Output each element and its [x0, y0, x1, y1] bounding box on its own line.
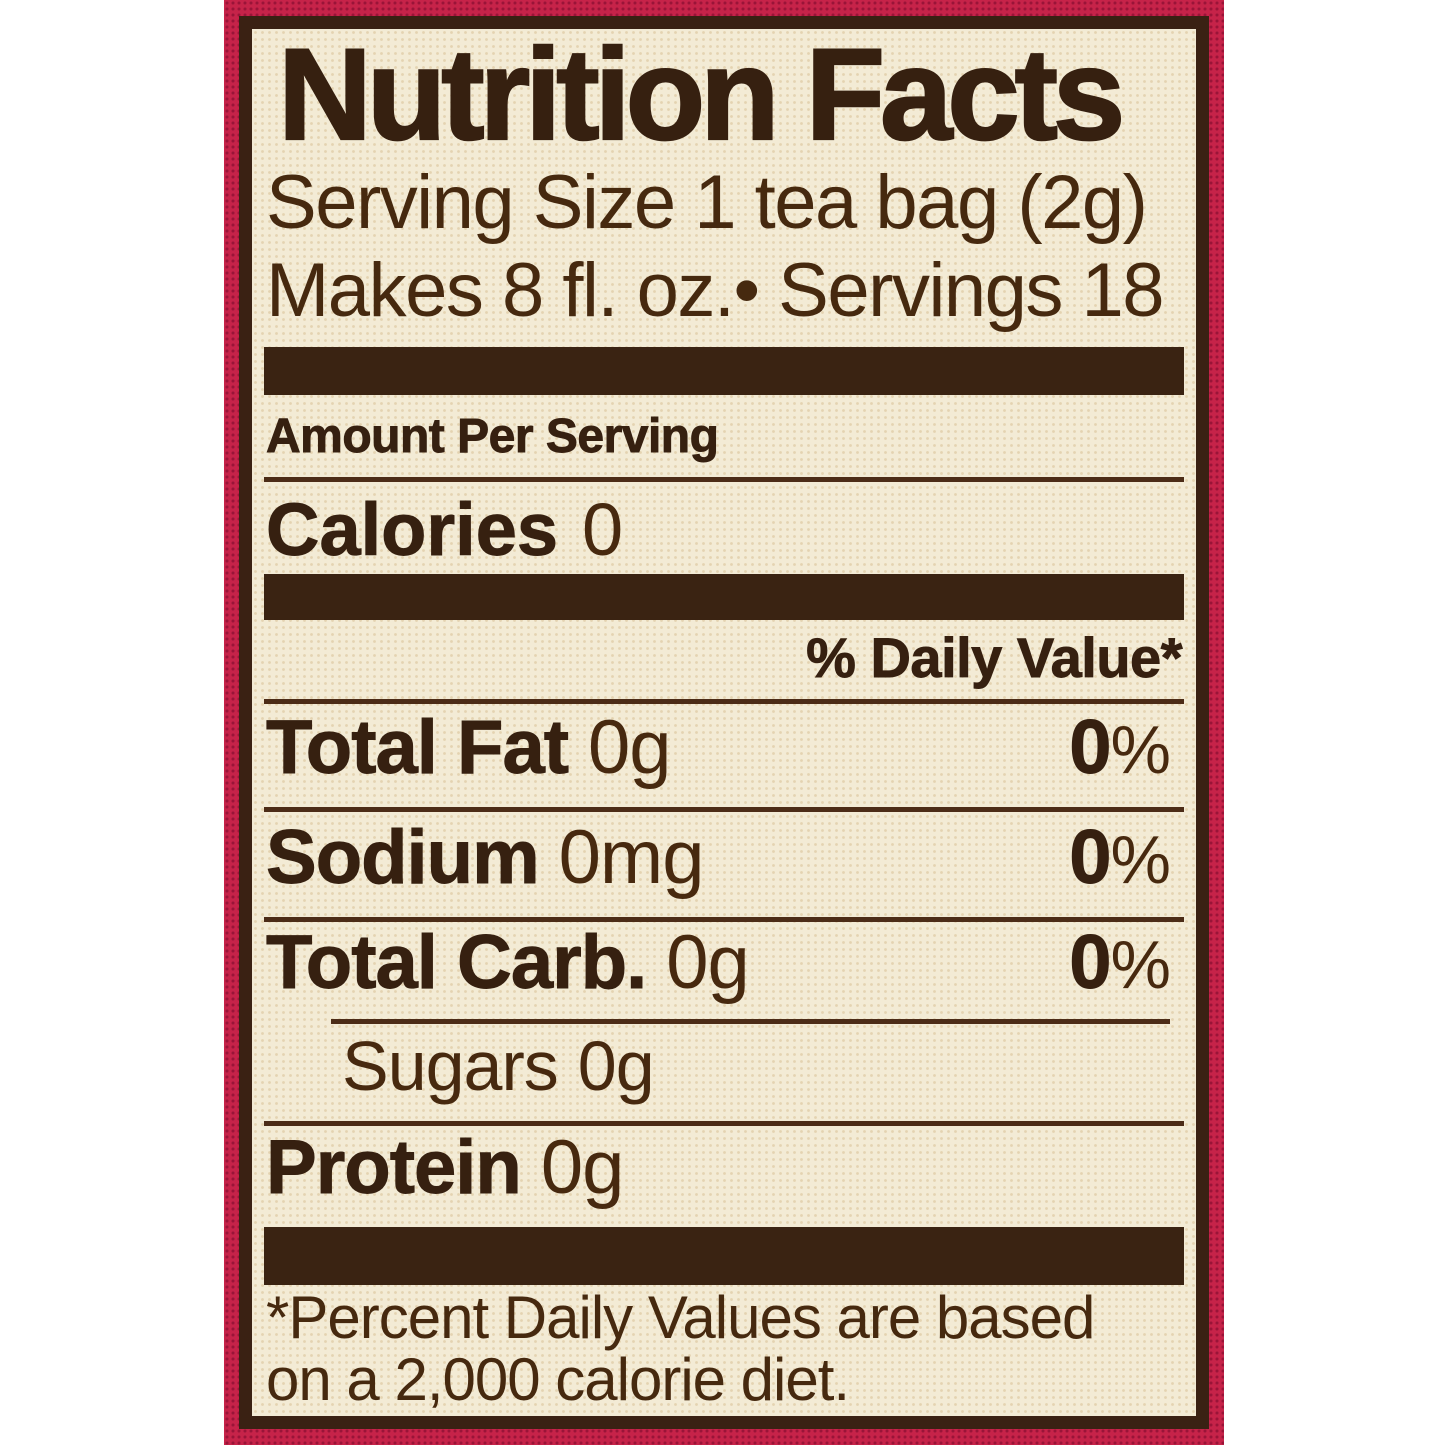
footnote-line-1: *Percent Daily Values are based [266, 1284, 1095, 1351]
nutrient-name: Sodium [266, 815, 541, 900]
percent-sign: % [1110, 712, 1171, 788]
nutrition-facts-label: Nutrition Facts Serving Size 1 tea bag (… [239, 16, 1209, 1429]
daily-value-number: 0 [1069, 815, 1112, 900]
nutrient-name-amount: Protein 0g [266, 1125, 625, 1210]
nutrient-name: Protein [266, 1125, 523, 1210]
thick-separator-bar-middle [264, 574, 1184, 620]
daily-value-cell: 0% [1069, 705, 1171, 791]
nutrient-row-protein: Protein 0g [266, 1125, 1170, 1210]
serving-info-block: Serving Size 1 tea bag (2g) Makes 8 fl. … [266, 159, 1188, 335]
nutrient-name-amount: Total Carb. 0g [266, 920, 750, 1005]
nutrient-row-sodium: Sodium 0mg 0% [266, 815, 1171, 901]
thick-separator-bar-top [264, 347, 1184, 395]
percent-sign: % [1110, 822, 1171, 898]
daily-value-cell: 0% [1069, 815, 1171, 901]
divider-rule-indented [331, 1019, 1170, 1024]
footnote-line-2: on a 2,000 calorie diet. [266, 1346, 850, 1413]
divider-rule [264, 917, 1184, 922]
daily-value-cell: 0% [1069, 920, 1171, 1006]
nutrient-name: Total Carb. [266, 920, 648, 1005]
nutrient-amount: 0g [666, 920, 750, 1005]
servings-count-line: Makes 8 fl. oz.• Servings 18 [266, 248, 1165, 333]
nutrient-amount: 0g [540, 1125, 625, 1210]
daily-value-footnote: *Percent Daily Values are based on a 2,0… [266, 1287, 1188, 1411]
calories-row: Calories 0 [266, 488, 624, 571]
amount-per-serving-label: Amount Per Serving [266, 410, 720, 464]
nutrient-row-sugars: Sugars 0g [342, 1027, 655, 1105]
daily-value-header: % Daily Value* [806, 626, 1183, 689]
nutrient-name: Total Fat [266, 705, 570, 790]
nutrient-amount: 0g [588, 705, 672, 790]
tea-box-red-panel: Nutrition Facts Serving Size 1 tea bag (… [224, 0, 1224, 1445]
nutrient-name-amount: Sodium 0mg [266, 815, 705, 900]
divider-rule [264, 477, 1184, 482]
divider-rule [264, 807, 1184, 812]
daily-value-number: 0 [1069, 920, 1112, 1005]
serving-size-line: Serving Size 1 tea bag (2g) [266, 160, 1148, 245]
nutrient-row-total-carb: Total Carb. 0g 0% [266, 920, 1171, 1006]
nutrient-name: Sugars [342, 1027, 559, 1105]
percent-sign: % [1110, 927, 1171, 1003]
nutrient-amount: 0g [577, 1027, 655, 1105]
nutrient-amount: 0mg [558, 815, 705, 900]
thick-separator-bar-bottom [264, 1227, 1184, 1285]
calories-value: 0 [582, 488, 624, 571]
nutrient-name-amount: Total Fat 0g [266, 705, 672, 790]
nutrition-facts-title: Nutrition Facts [277, 21, 1126, 167]
nutrient-row-total-fat: Total Fat 0g 0% [266, 705, 1171, 791]
divider-rule [264, 1121, 1184, 1126]
calories-label: Calories [266, 488, 559, 571]
daily-value-number: 0 [1069, 705, 1112, 790]
divider-rule [264, 699, 1184, 704]
